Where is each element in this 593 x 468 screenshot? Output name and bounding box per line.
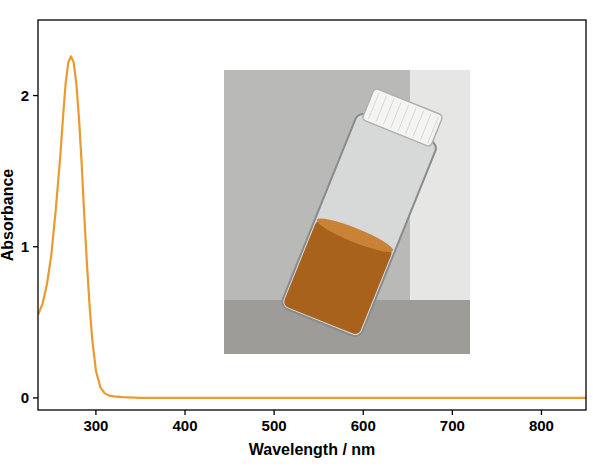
vial-glass [280,112,438,339]
vial-cap [362,88,443,147]
y-tick [33,246,38,247]
y-tick [33,95,38,96]
x-tick [273,410,274,415]
vial [280,86,449,339]
x-tick-label: 800 [529,417,554,434]
y-axis-title: Absorbance [0,169,16,262]
spectrum-line [38,56,586,398]
y-tick-label: 1 [21,238,29,255]
cap-ridge [369,93,379,119]
cap-ridge [413,111,423,137]
y-tick-label: 2 [21,87,29,104]
x-axis-title: Wavelength / nm [249,441,376,458]
cap-ridge [428,117,438,143]
cap-ridge [391,102,401,128]
x-tick [452,410,453,415]
y-tick [33,397,38,398]
cap-ridge [420,114,430,140]
cap-ridge [398,105,408,131]
x-tick-label: 600 [351,417,376,434]
photo-background [224,70,470,354]
x-tick [95,410,96,415]
x-tick [541,410,542,415]
x-tick [363,410,364,415]
x-tick-label: 500 [262,417,287,434]
cap-ridge [383,99,393,125]
plot-frame [38,20,586,410]
chart: 300 400 500 600 700 800 0 1 2 Wavelength / nm Abso… [0,0,593,468]
x-tick-label: 300 [83,417,108,434]
y-tick-label: 0 [21,389,29,406]
liquid-surface [314,213,395,257]
cap-ridge [406,108,416,134]
x-tick-label: 700 [440,417,465,434]
vial-liquid [282,219,393,336]
cap-ridge [376,96,386,122]
inset-photo [224,70,470,354]
x-tick [184,410,185,415]
x-tick-label: 400 [173,417,198,434]
plot-area [38,56,586,398]
